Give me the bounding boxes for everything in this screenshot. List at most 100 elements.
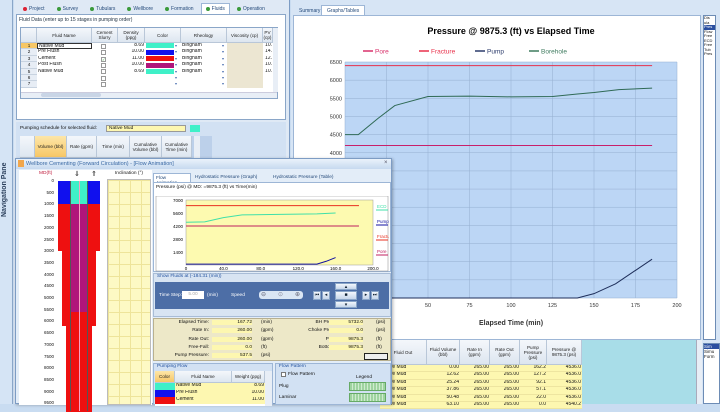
color-swatch[interactable] <box>146 82 174 87</box>
graph-selector-list[interactable]: Dis ula Pres Flow Free ECD Free Tub Pres <box>703 15 716 340</box>
rheology-cell[interactable]: Bingham <box>182 43 202 48</box>
pv-cell[interactable]: 10. <box>265 62 272 68</box>
slider-thumb[interactable]: ⊙ <box>278 292 284 298</box>
fluid-name-cell[interactable]: Cement <box>38 55 56 61</box>
navigation-pane[interactable]: Navigation Pane <box>0 0 13 404</box>
tab-survey[interactable]: Survey <box>52 3 84 14</box>
rheology-cell[interactable] <box>181 75 221 81</box>
horizontal-scrollbar[interactable] <box>21 92 277 98</box>
color-swatch[interactable] <box>146 75 174 80</box>
side-list-item[interactable]: Form <box>704 354 715 359</box>
color-swatch[interactable] <box>146 43 174 49</box>
fluid-name-cell[interactable] <box>37 81 92 87</box>
tab-formation[interactable]: Formation <box>160 3 199 14</box>
pumping-flow-table[interactable]: Color Fluid Name Weight (ppg) Native Mud 8.6… <box>155 371 272 406</box>
density-cell[interactable]: 11.00 <box>131 55 144 61</box>
graph-list-item[interactable]: Dis <box>704 15 710 20</box>
stop-button[interactable]: ■ <box>335 291 357 300</box>
graph-list-item[interactable]: Pres <box>704 51 713 56</box>
cement-slurry-checkbox[interactable] <box>101 82 106 88</box>
pv-cell[interactable]: 10. <box>265 43 272 48</box>
density-cell[interactable]: 8.69 <box>134 68 144 74</box>
tab-hydrostatic-pressure-table[interactable]: Hydrostatic Pressure (Table) <box>273 175 334 180</box>
viscosity-cell[interactable] <box>227 68 263 75</box>
time-step-field[interactable]: 5.00 <box>182 291 204 299</box>
speed-slider[interactable]: ⊖ ⊙ ⊕ <box>259 291 303 299</box>
density-cell[interactable]: 8.69 <box>134 43 144 48</box>
viscosity-cell[interactable] <box>227 43 263 50</box>
cement-slurry-checkbox[interactable] <box>101 43 106 49</box>
color-dropdown-icon[interactable]: ▾ <box>175 81 178 87</box>
vertical-scrollbar[interactable] <box>273 28 278 92</box>
slower-icon[interactable]: ⊖ <box>261 292 267 298</box>
rheology-dropdown-icon[interactable]: ▾ <box>222 43 225 48</box>
density-cell[interactable]: 10.00 <box>131 49 144 55</box>
tab-tubulars[interactable]: Tubulars <box>85 3 120 14</box>
first-frame-button[interactable]: ⏮ <box>313 291 321 300</box>
pv-cell[interactable]: 10. <box>265 68 272 74</box>
graph-list-item[interactable]: Flow <box>704 28 713 34</box>
color-swatch[interactable] <box>146 69 174 74</box>
rheology-dropdown-icon[interactable]: ▾ <box>222 81 225 87</box>
rheology-cell[interactable] <box>181 81 221 87</box>
side-list-item[interactable]: Sim <box>704 344 719 349</box>
rheology-cell[interactable]: Bingham <box>182 62 202 68</box>
results-table-scrollbar[interactable] <box>696 340 702 404</box>
rheology-cell[interactable]: Bingham <box>182 49 202 55</box>
scroll-thumb[interactable] <box>41 93 101 97</box>
pv-cell[interactable] <box>263 81 273 87</box>
color-dropdown-icon[interactable]: ▾ <box>175 75 178 80</box>
pumping-schedule-grid[interactable]: Volume (bbl) Rate (gpm) Time (min) Cumulati… <box>20 136 212 162</box>
cement-slurry-checkbox[interactable] <box>101 63 106 68</box>
color-swatch[interactable] <box>146 49 174 55</box>
pv-cell[interactable] <box>263 75 273 81</box>
pv-cell[interactable]: 14. <box>265 49 272 55</box>
cement-slurry-checkbox[interactable] <box>101 50 106 56</box>
step-back-button[interactable]: ◂ <box>322 291 330 300</box>
flow-pattern-checkbox[interactable] <box>281 372 286 377</box>
cement-slurry-checkbox[interactable]: ✓ <box>101 56 106 62</box>
color-dropdown-icon[interactable]: ▾ <box>175 68 178 74</box>
graph-list-item[interactable]: Free <box>704 42 713 47</box>
tab-flow-animation[interactable]: Flow Animation <box>153 173 191 186</box>
rheology-dropdown-icon[interactable]: ▾ <box>222 75 225 80</box>
flow-animation-window[interactable]: Wellbore Cementing (Forward Circulation)… <box>15 158 392 412</box>
color-dropdown-icon[interactable]: ▾ <box>175 62 178 68</box>
last-frame-button[interactable]: ⏭ <box>371 291 379 300</box>
rheology-cell[interactable]: Bingham <box>182 55 202 61</box>
fluid-name-cell[interactable]: Post Flush <box>38 62 62 68</box>
fluid-name-cell[interactable]: Native Mud <box>38 68 64 74</box>
rheology-dropdown-icon[interactable]: ▾ <box>222 68 225 74</box>
step-forward-button[interactable]: ▸ <box>362 291 370 300</box>
graph-list-item[interactable]: Free <box>704 33 713 38</box>
close-icon[interactable]: × <box>384 160 388 166</box>
color-dropdown-icon[interactable]: ▾ <box>175 49 178 55</box>
fluid-data-grid[interactable]: Fluid Name Cement Slurry Density (ppg) Colo… <box>20 27 278 99</box>
graph-list-item[interactable]: Tub <box>704 46 711 52</box>
color-swatch[interactable] <box>146 56 174 62</box>
viscosity-cell[interactable] <box>227 81 263 88</box>
rheology-dropdown-icon[interactable]: ▾ <box>222 62 225 68</box>
tab-hydrostatic-pressure-graph[interactable]: Hydrostatic Pressure (Graph) <box>195 175 258 180</box>
side-list-item[interactable]: Simu <box>704 349 715 354</box>
results-table[interactable]: Fluid Out Fluid Volume (bbl) Rate In (gpm)… <box>380 340 696 410</box>
vertical-scrollbar[interactable] <box>194 136 200 158</box>
viscosity-cell[interactable] <box>227 55 263 63</box>
color-swatch[interactable] <box>146 62 174 68</box>
fluid-name-cell[interactable] <box>37 75 92 81</box>
pv-cell[interactable]: 12. <box>265 55 272 61</box>
faster-icon[interactable]: ⊕ <box>295 292 301 298</box>
viscosity-cell[interactable] <box>227 62 263 69</box>
tab-summary[interactable]: Summary <box>299 8 321 14</box>
color-dropdown-icon[interactable]: ▾ <box>175 43 178 48</box>
viscosity-cell[interactable] <box>227 49 263 56</box>
color-dropdown-icon[interactable]: ▾ <box>175 55 178 61</box>
cement-slurry-checkbox[interactable] <box>101 75 106 81</box>
fluid-name-cell[interactable]: Native Mud <box>37 43 92 49</box>
graph-list-item[interactable]: ECD <box>704 37 713 43</box>
graph-list-item[interactable]: ula <box>704 19 710 25</box>
tab-fluids[interactable]: Fluids <box>200 3 230 14</box>
selected-fluid-field[interactable]: Native Mud <box>106 125 186 132</box>
viscosity-cell[interactable] <box>227 75 263 82</box>
graph-list-item[interactable]: Pres <box>704 24 715 30</box>
